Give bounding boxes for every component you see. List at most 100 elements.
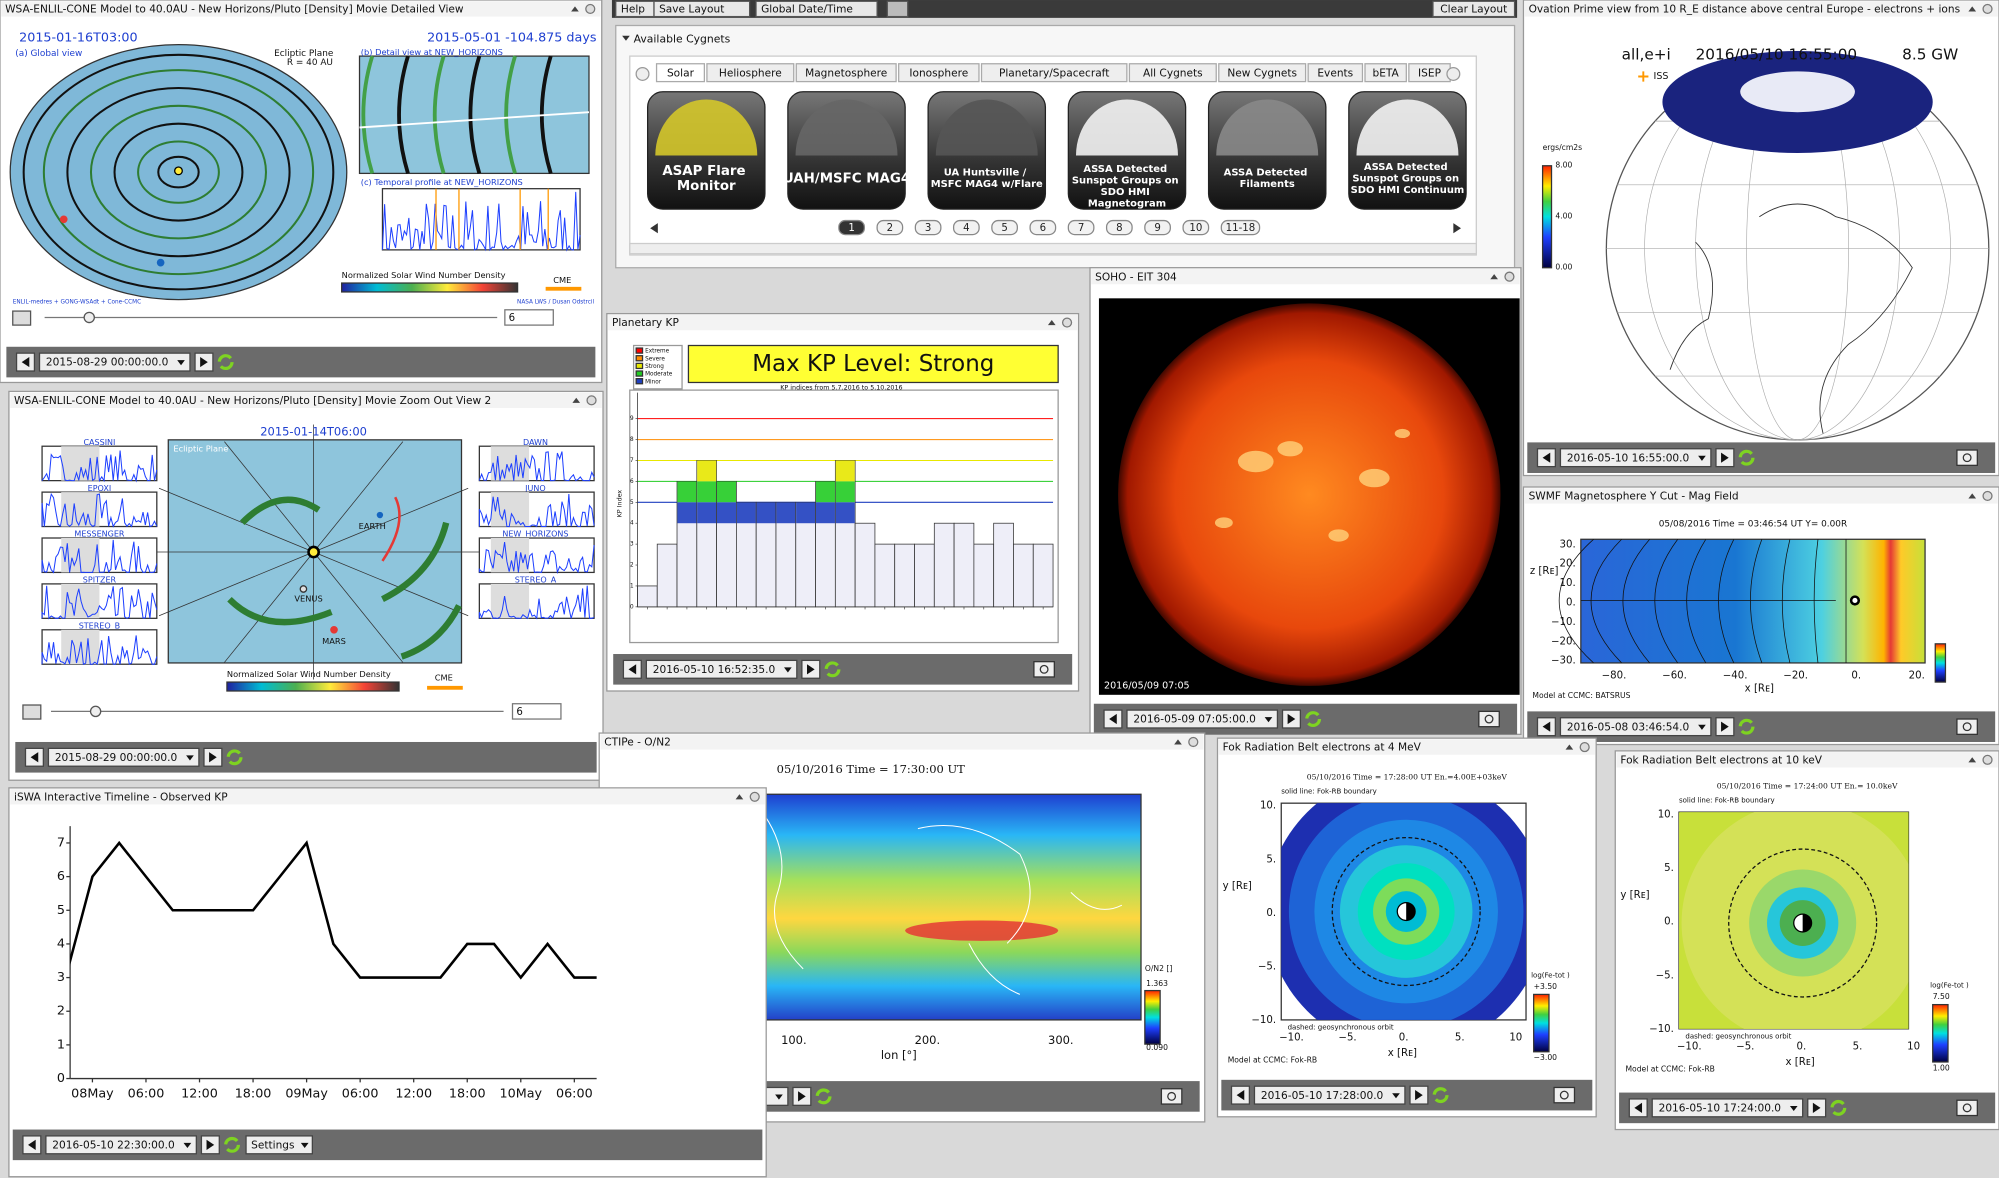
page-button[interactable] [1144,219,1171,236]
collapse-button[interactable] [1968,6,1977,12]
label: 2015-01-14T06:00 [260,425,367,439]
slider-handle[interactable] [89,705,102,718]
refresh-button[interactable] [824,661,841,678]
camera-button[interactable] [1478,710,1500,728]
date-select[interactable] [1253,1085,1406,1105]
scroll-button[interactable] [635,66,650,81]
toolbar-button[interactable] [653,0,751,18]
label: 2015-05-01 -104.875 days [427,31,597,46]
y-tick-label: −30. [1551,656,1576,667]
tab[interactable] [1218,63,1307,83]
refresh-button[interactable] [1738,718,1755,735]
collapse-button[interactable] [1490,274,1498,280]
density-arc [381,496,401,562]
density-arc [468,55,482,174]
date-select[interactable] [45,1135,197,1155]
close-button[interactable] [1579,741,1590,753]
refresh-button[interactable] [1305,711,1322,728]
tab[interactable] [1128,63,1217,83]
close-button[interactable] [1504,271,1515,282]
label: 2016/05/09 07:05 [1104,680,1190,691]
refresh-button[interactable] [217,354,234,371]
page-button[interactable] [1220,219,1261,236]
play-button[interactable] [22,704,42,720]
date-value: 2015-08-29 00:00:00.0 [46,357,169,369]
page-button[interactable] [952,219,980,236]
refresh-button[interactable] [815,1088,832,1105]
camera-button[interactable] [1033,661,1055,678]
tab-label: Solar [667,67,695,79]
date-select[interactable] [645,659,798,679]
toolbar-button[interactable] [755,0,878,18]
date-select[interactable] [1559,717,1712,737]
label: Model at CCMC: BATSRUS [1532,691,1630,700]
page-label: 10 [1189,223,1202,234]
tab[interactable] [706,63,795,83]
date-select[interactable] [47,747,200,767]
collapse-button[interactable] [1565,744,1574,750]
label: 2015-01-16T03:00 [19,31,137,46]
date-select[interactable] [1651,1098,1804,1118]
tab[interactable] [1307,63,1364,83]
refresh-button[interactable] [1738,449,1755,466]
dropdown-arrow [775,1094,783,1100]
toolbar-button[interactable] [1432,0,1516,18]
panel-title: Fok Radiation Belt electrons at 4 MeV [1223,742,1422,754]
page-button[interactable] [991,219,1018,236]
page-button[interactable] [838,219,866,236]
tab[interactable] [655,63,706,83]
collapse-button[interactable] [572,397,581,403]
camera-button[interactable] [1956,718,1978,735]
density-ring [42,69,315,276]
page-button[interactable] [1029,219,1057,236]
tab[interactable] [795,63,897,83]
close-button[interactable] [1982,490,1993,502]
page-button[interactable] [914,219,942,236]
y-tick-label: 0. [1566,598,1576,609]
collapse-button[interactable] [1968,757,1977,763]
dropdown-arrow [784,667,792,673]
tab[interactable] [898,63,980,83]
page-button[interactable] [1182,219,1210,236]
close-button[interactable] [1188,736,1199,748]
close-button[interactable] [586,395,597,406]
y-tick-label: 5 [630,500,634,506]
scroll-button[interactable] [1446,66,1461,81]
tab[interactable] [1364,63,1407,83]
label: x [Rᴇ] [1785,1057,1814,1068]
close-button[interactable] [1982,3,1993,15]
refresh-button[interactable] [226,749,243,766]
close-button[interactable] [1982,754,1993,765]
camera-button[interactable] [1553,1086,1576,1104]
collapse-button[interactable] [1174,739,1182,745]
camera-button[interactable] [1956,1099,1978,1117]
page-button[interactable] [1105,219,1133,236]
next-page[interactable] [1453,223,1462,234]
date-select[interactable] [1126,709,1279,729]
refresh-button[interactable] [224,1136,240,1153]
collapse-button[interactable] [735,794,744,800]
camera-button[interactable] [1956,449,1978,466]
toolbar-button[interactable] [886,0,909,18]
close-button[interactable] [749,791,760,802]
prev-page[interactable] [650,223,658,234]
close-button[interactable] [585,3,596,15]
refresh-button[interactable] [1432,1087,1449,1104]
date-select[interactable] [38,352,191,372]
play-button[interactable] [12,310,32,326]
date-select[interactable] [1559,448,1712,468]
close-button[interactable] [1061,317,1073,328]
camera-button[interactable] [1160,1088,1183,1105]
active-region [1237,450,1274,473]
x-tick-label: 09May [285,1086,328,1101]
collapse-button[interactable] [1047,320,1056,326]
label: x [Rᴇ] [1388,1048,1417,1059]
tab[interactable] [980,63,1128,83]
page-button[interactable] [876,219,904,236]
slider-handle[interactable] [83,311,95,324]
x-tick-label: 12:00 [395,1086,432,1101]
page-button[interactable] [1067,219,1095,236]
settings-button[interactable] [245,1135,313,1155]
collapse-button[interactable] [571,6,579,12]
collapse-button[interactable] [1968,493,1977,499]
